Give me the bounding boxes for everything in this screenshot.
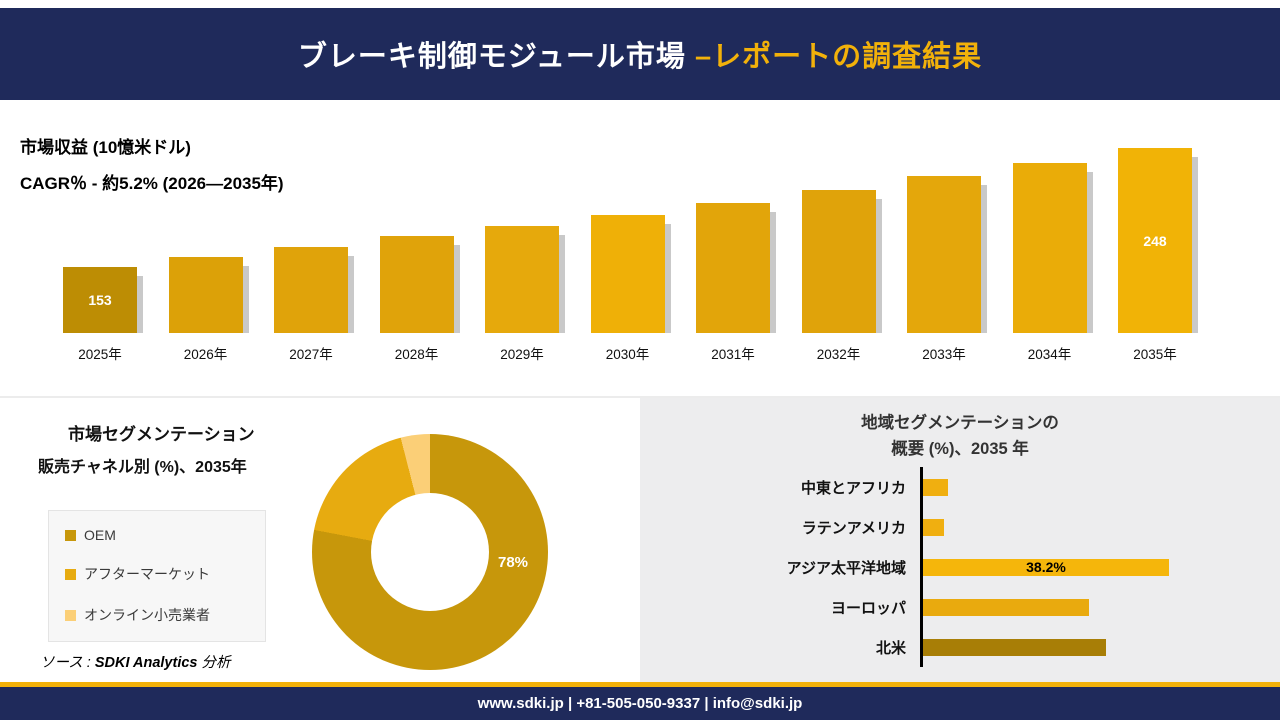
revenue-bar-column (1012, 100, 1093, 333)
page-title-main: ブレーキ制御モジュール市場 (297, 41, 695, 73)
legend-item: OEM (65, 527, 249, 543)
source-suffix: 分析 (197, 655, 231, 671)
revenue-bar-column (485, 100, 565, 333)
x-axis-label: 2033年 (922, 347, 966, 362)
x-axis-label: 2027年 (289, 347, 333, 362)
x-axis-label: 2028年 (394, 347, 439, 362)
donut-chart (312, 434, 548, 670)
revenue-bar (274, 247, 354, 333)
channel-title-line2: 販売チャネル別 (%)、2035年 (38, 459, 247, 476)
revenue-bar (379, 236, 460, 333)
footer-bar: www.sdki.jp | +81-505-050-9337 | info@sd… (0, 687, 1280, 720)
channel-title-line1: 市場セグメンテーション (68, 425, 255, 444)
page-title-accent: –レポートの調査結果 (694, 41, 983, 73)
region-title-line1: 地域セグメンテーションの (861, 414, 1059, 432)
x-axis-label: 2025年 (78, 347, 122, 362)
region-row: アジア太平洋地域 38.2% (640, 547, 1280, 587)
legend-swatch (65, 529, 76, 541)
x-axis-label: 2034年 (1027, 347, 1072, 362)
revenue-xlabels: 2025年 2026年 2027年 2028年 2029年 2030年 2031年 2032年… (63, 343, 1192, 363)
revenue-bar (1012, 163, 1093, 333)
legend-item: アフターマーケット (65, 564, 249, 584)
region-category-label: 北米 (875, 639, 906, 657)
revenue-bar-column (801, 100, 882, 333)
region-bar (923, 638, 1106, 656)
gold-divider (0, 682, 1280, 687)
revenue-bar-column (907, 100, 987, 333)
revenue-bar: 248 (1118, 148, 1198, 333)
bar-value-label: 248 (1143, 232, 1167, 249)
revenue-heading: 市場収益 (10憶米ドル) CAGR％ - 約5.2% (2026―2035年) (20, 130, 284, 202)
revenue-bar (168, 257, 249, 333)
revenue-heading-line2: CAGR％ - 約5.2% (2026―2035年) (20, 174, 284, 193)
x-axis-label: 2035年 (1133, 347, 1177, 362)
revenue-bar-column (696, 100, 776, 333)
region-bar (923, 478, 948, 496)
legend-label: アフターマーケット (84, 566, 210, 582)
region-bar-track (920, 507, 1280, 547)
region-row: ラテンアメリカ (640, 507, 1280, 547)
legend-swatch (65, 609, 76, 621)
x-axis-label: 2030年 (605, 347, 650, 362)
x-axis-label: 2029年 (500, 347, 544, 362)
region-bar-track (920, 627, 1280, 667)
region-bar (923, 598, 1089, 616)
region-segmentation-panel: 地域セグメンテーションの 概要 (%)、2035 年 中東とアフリカ ラテンアメリ… (640, 398, 1280, 682)
revenue-bar-column (590, 100, 671, 333)
bar-value-label: 153 (88, 292, 112, 308)
revenue-bar-column (168, 100, 249, 333)
region-rows: 中東とアフリカ ラテンアメリカアジア太平洋地域 38.2% ヨーロッパ北米 (640, 467, 1280, 667)
legend-item: オンライン小売業者 (65, 605, 249, 625)
source-name: SDKI Analytics (94, 655, 198, 671)
region-bar: 38.2% (923, 558, 1169, 576)
revenue-bar (590, 215, 671, 333)
x-axis-label: 2026年 (183, 347, 228, 362)
donut-value-label: 78% (498, 554, 529, 571)
region-bar (923, 518, 944, 536)
x-axis-label: 2032年 (816, 347, 861, 362)
region-row: ヨーロッパ (640, 587, 1280, 627)
region-bar-track: 38.2% (920, 547, 1280, 587)
revenue-bar-column (379, 100, 460, 333)
revenue-heading-line1: 市場収益 (10憶米ドル) (20, 138, 191, 157)
revenue-bar-column: 153 (63, 100, 143, 333)
page-title: ブレーキ制御モジュール市場 –レポートの調査結果 (298, 33, 982, 75)
region-title: 地域セグメンテーションの 概要 (%)、2035 年 (640, 410, 1280, 462)
header-banner: ブレーキ制御モジュール市場 –レポートの調査結果 (0, 8, 1280, 100)
region-category-label: アジア太平洋地域 (786, 559, 906, 577)
x-axis-label: 2031年 (711, 347, 755, 362)
region-category-label: ラテンアメリカ (801, 519, 906, 537)
region-bar-value-label: 38.2% (1026, 559, 1066, 575)
source-prefix: ソース : (40, 655, 95, 671)
source-note: ソース : SDKI Analytics 分析 (40, 651, 231, 672)
bottom-section: 市場セグメンテーション 販売チャネル別 (%)、2035年 OEM アフターマーケ… (0, 396, 1280, 682)
region-row: 北米 (640, 627, 1280, 667)
region-bar-track (920, 587, 1280, 627)
legend-label: オンライン小売業者 (84, 607, 210, 623)
region-category-label: 中東とアフリカ (800, 479, 906, 497)
footer-contact-text: www.sdki.jp | +81-505-050-9337 | info@sd… (477, 695, 803, 712)
region-category-label: ヨーロッパ (830, 599, 906, 617)
revenue-bar (696, 203, 776, 333)
revenue-bar: 153 (63, 267, 143, 333)
channel-segmentation-panel: 市場セグメンテーション 販売チャネル別 (%)、2035年 OEM アフターマーケ… (0, 398, 640, 682)
legend-label: OEM (84, 527, 116, 543)
revenue-chart-section: 市場収益 (10憶米ドル) CAGR％ - 約5.2% (2026―2035年)… (0, 100, 1280, 396)
region-bar-track (920, 467, 1280, 507)
revenue-bar-column: 248 (1118, 100, 1198, 333)
revenue-bars: 153 248 (63, 100, 1198, 333)
region-title-line2: 概要 (%)、2035 年 (891, 440, 1029, 458)
region-row: 中東とアフリカ (640, 467, 1280, 507)
legend-swatch (65, 568, 76, 580)
channel-legend: OEM アフターマーケット オンライン小売業者 (48, 510, 266, 642)
revenue-bar (485, 226, 565, 333)
revenue-bar (907, 176, 987, 333)
revenue-bar (801, 190, 882, 333)
revenue-bar-column (274, 100, 354, 333)
